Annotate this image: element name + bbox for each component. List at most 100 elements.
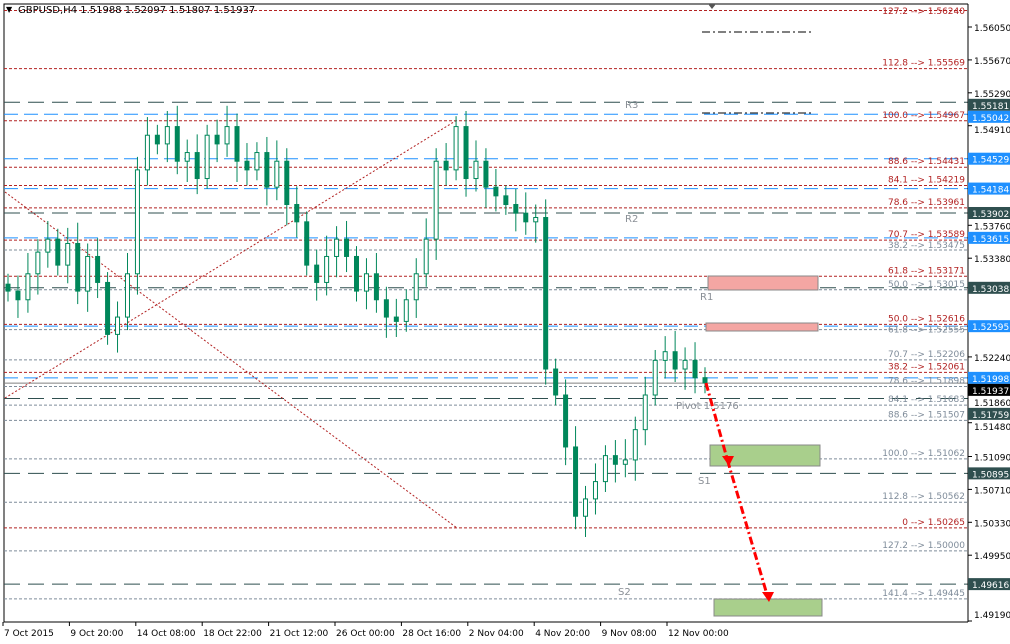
price-tag-label: 1.52595: [972, 323, 1009, 333]
price-tag-label: 1.53038: [972, 285, 1009, 295]
x-tick-label: 28 Oct 16:00: [402, 629, 461, 639]
candle-body: [583, 498, 589, 517]
candle-body: [533, 216, 539, 223]
fib-label: 112.8 --> 1.50562: [882, 492, 965, 502]
fib-label: 0 --> 1.50265: [902, 518, 965, 528]
y-tick-label: 1.49950: [974, 552, 1010, 562]
candle-body: [5, 283, 11, 292]
candle-body: [692, 359, 698, 379]
candle-body: [45, 238, 51, 253]
price-tag: [968, 383, 1010, 396]
candle-body: [184, 152, 190, 162]
y-tick-label: 1.50330: [974, 519, 1010, 529]
candle-body: [642, 394, 648, 431]
dropdown-triangle-icon[interactable]: ▼: [6, 5, 13, 14]
candle-body: [224, 126, 230, 145]
candle-body: [264, 152, 270, 188]
candle-body: [244, 160, 250, 171]
candle-body: [483, 160, 489, 188]
fib-trendline: [4, 119, 458, 399]
fib-label: 141.4 --> 1.49445: [882, 589, 965, 599]
candle-body: [194, 152, 200, 180]
candle-body: [403, 299, 409, 322]
price-tag: [968, 152, 1010, 165]
x-tick-label: 9 Nov 08:00: [602, 629, 657, 639]
candle-body: [602, 455, 608, 483]
candle-body: [85, 255, 91, 292]
candle-body: [702, 377, 708, 384]
price-tag-label: 1.53902: [972, 210, 1009, 220]
fib-label: 78.6 --> 1.53961: [888, 198, 965, 208]
price-tag: [968, 206, 1010, 219]
candle-body: [413, 273, 419, 301]
candle-body: [324, 255, 330, 283]
price-tag-label: 1.54529: [972, 156, 1009, 166]
supply-zone: [705, 322, 819, 332]
x-tick-label: 4 Nov 20:00: [535, 629, 590, 639]
candle-body: [443, 160, 449, 171]
candle-body: [35, 251, 41, 275]
fib-label: 70.7 --> 1.52206: [888, 350, 965, 360]
x-tick-label: 26 Oct 00:00: [336, 629, 395, 639]
plot-area: [3, 3, 969, 623]
fib-label: 88.6 --> 1.54431: [888, 157, 965, 167]
candle-body: [672, 351, 678, 370]
price-tag-label: 1.55042: [972, 114, 1009, 124]
candle-body: [204, 134, 210, 180]
fib-label: 50.0 --> 1.53015: [888, 280, 965, 290]
candle-body: [592, 481, 598, 500]
y-tick-label: 1.55670: [974, 57, 1010, 67]
candle-body: [294, 204, 300, 223]
x-tick-label: 18 Oct 22:00: [203, 629, 262, 639]
price-tag: [968, 467, 1010, 480]
candle-body: [503, 195, 509, 206]
fib-label: 100.0 --> 1.54967: [882, 111, 965, 121]
arrow-head-icon: [762, 592, 774, 602]
candle-body: [354, 255, 359, 292]
pivot-label: S1: [698, 476, 711, 487]
candle-body: [164, 126, 170, 145]
candle-body: [513, 204, 519, 214]
candle-body: [682, 359, 688, 370]
x-tick-label: 9 Oct 20:00: [70, 629, 123, 639]
candle-body: [124, 273, 130, 318]
price-tag: [968, 98, 1010, 111]
fib-label: 127.2 --> 1.50000: [882, 541, 965, 551]
candle-body: [214, 134, 220, 145]
y-tick-label: 1.52240: [974, 354, 1010, 364]
fib-label: 38.2 --> 1.53475: [888, 241, 965, 251]
fib-label: 38.2 --> 1.52061: [888, 362, 965, 372]
candle-body: [65, 242, 71, 266]
x-tick-label: 14 Oct 08:00: [137, 629, 196, 639]
price-tag: [968, 578, 1010, 591]
candle-body: [612, 455, 618, 465]
marker-triangle-icon: [708, 4, 716, 9]
candle-body: [563, 394, 569, 448]
x-tick-label: 21 Oct 12:00: [270, 629, 329, 639]
price-tag: [968, 231, 1010, 244]
candle-body: [274, 160, 280, 188]
y-tick-label: 1.54910: [974, 126, 1010, 136]
y-tick-label: 1.53380: [974, 255, 1010, 265]
price-tag: [968, 407, 1010, 420]
price-tag: [968, 320, 1010, 333]
y-tick-label: 1.50710: [974, 486, 1010, 496]
fib-label: 50.0 --> 1.52616: [888, 314, 965, 324]
candle-body: [652, 359, 658, 396]
price-tag-label: 1.51937: [972, 387, 1009, 397]
fib-label: 70.7 --> 1.53589: [888, 230, 965, 240]
y-tick-label: 1.56050: [974, 24, 1010, 34]
y-tick-label: 1.55290: [974, 90, 1010, 100]
demand-zone: [709, 444, 821, 467]
candle-body: [55, 238, 61, 266]
pivot-label: R1: [700, 292, 713, 303]
price-tag: [968, 371, 1010, 384]
pivot-label: Pivot 1.5176: [676, 401, 739, 412]
candle-body: [75, 242, 81, 292]
candle-body: [423, 238, 429, 275]
chart-title: ▼ GBPUSD,H4 1.51988 1.52097 1.51807 1.519…: [6, 5, 255, 16]
candle-body: [393, 316, 399, 322]
candle-body: [95, 255, 101, 283]
